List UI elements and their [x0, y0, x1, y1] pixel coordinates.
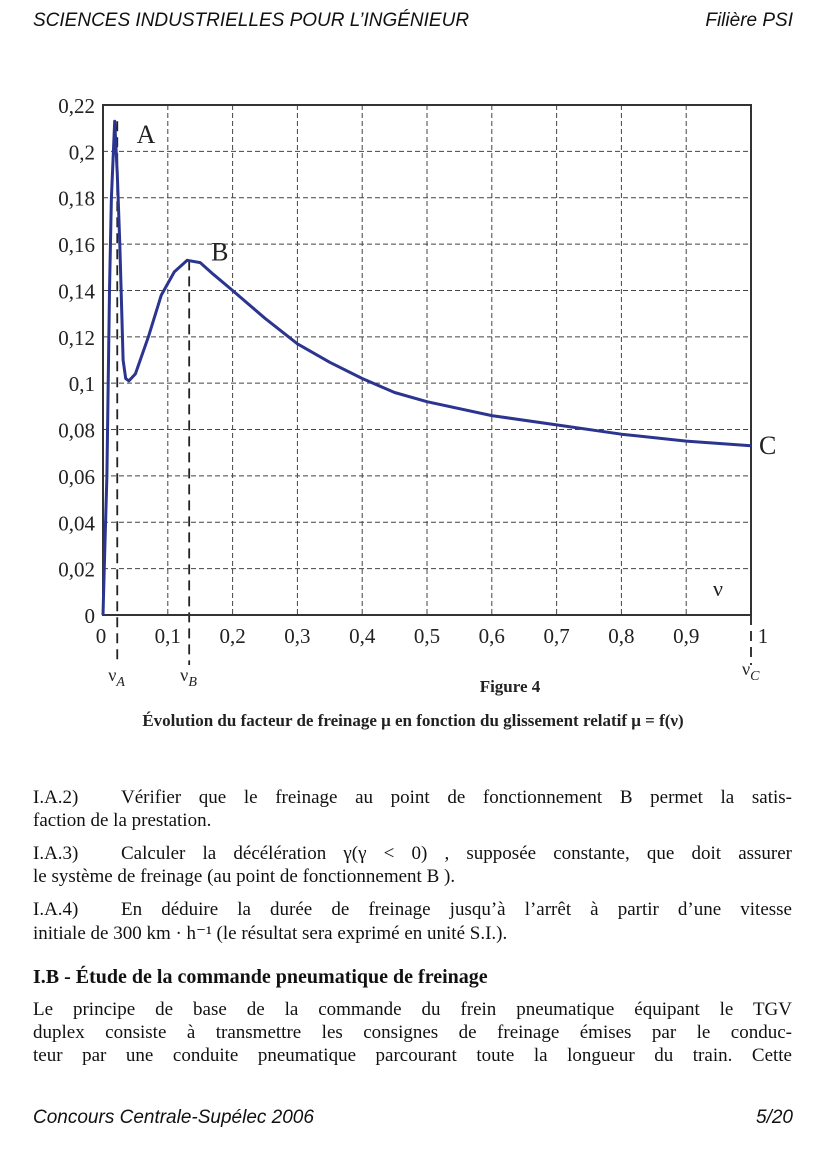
mu-curve: [101, 119, 752, 616]
figure-label: Figure 4: [480, 677, 541, 696]
question-line: I.A.4) En déduire la durée de freinage ju…: [33, 899, 792, 921]
x-tick-label: 0,2: [219, 624, 245, 648]
header-right: Filière PSI: [705, 10, 793, 31]
question-number: I.A.4): [33, 899, 79, 920]
question-text: Vérifier que le freinage au point de fon…: [121, 787, 792, 808]
paragraph-line: Le principe de base de la commande du fr…: [33, 999, 792, 1020]
plot-frame: [102, 104, 752, 616]
y-tick-label: 0,12: [58, 326, 95, 350]
marker-label-c: νC: [742, 659, 760, 684]
question-line: I.A.3) Calculer la décélération γ(γ < 0) …: [33, 843, 792, 865]
header-left: SCIENCES INDUSTRIELLES POUR L’INGÉNIEUR: [33, 10, 470, 31]
question-line: I.A.2) Vérifier que le freinage au point …: [33, 787, 792, 809]
question-line: le système de freinage (au point de fonc…: [33, 866, 456, 887]
y-tick-label: 0,18: [58, 187, 95, 211]
x-tick-label: 0,5: [414, 624, 440, 648]
question-text: Calculer la décélération γ(γ < 0) , supp…: [121, 843, 792, 864]
paragraph-line: duplex consiste à transmettre les consig…: [33, 1022, 792, 1043]
figure-caption: Évolution du facteur de freinage μ en fo…: [142, 711, 683, 730]
question-number: I.A.2): [33, 787, 79, 808]
y-tick-label: 0,02: [58, 558, 95, 582]
question-line: faction de la prestation.: [33, 810, 212, 831]
marker-label-a: νA: [108, 665, 125, 690]
y-tick-label: 0,16: [58, 233, 95, 257]
footer-right: 5/20: [756, 1107, 793, 1128]
question-number: I.A.3): [33, 843, 79, 864]
point-label-c: C: [759, 431, 776, 460]
x-tick-label: 0,1: [155, 624, 181, 648]
x-tick-label: 0,4: [349, 624, 376, 648]
y-tick-label: 0,08: [58, 419, 95, 443]
y-tick-label: 0,1: [69, 372, 95, 396]
question-text: En déduire la durée de freinage jusqu’à …: [121, 899, 792, 920]
paragraph-line: teur par une conduite pneumatique parcou…: [33, 1045, 792, 1066]
marker-label-b: νB: [180, 665, 197, 690]
x-tick-label: 0,3: [284, 624, 310, 648]
x-tick-label: 0: [96, 624, 107, 648]
x-tick-label: 0,8: [608, 624, 634, 648]
x-tick-label: 0,6: [479, 624, 505, 648]
y-tick-label: 0: [85, 604, 96, 628]
x-tick-label: 0,9: [673, 624, 699, 648]
y-tick-label: 0,14: [58, 279, 95, 303]
section-title: I.B - Étude de la commande pneumatique d…: [33, 966, 488, 988]
x-axis-label: ν: [713, 576, 723, 601]
y-tick-label: 0,04: [58, 511, 95, 535]
x-tick-label: 1: [758, 624, 769, 648]
footer-left: Concours Centrale-Supélec 2006: [33, 1107, 314, 1128]
x-tick-label: 0,7: [543, 624, 569, 648]
y-tick-label: 0,06: [58, 465, 95, 489]
y-tick-label: 0,2: [69, 140, 95, 164]
point-label-b: B: [211, 237, 228, 266]
figure-4-chart: 0 0,1 0,2 0,3 0,4 0,5 0,6 0,7 0,8 0,9 1 0 0,02 0,04 0,…: [58, 94, 776, 730]
point-label-a: A: [137, 120, 156, 149]
y-tick-label: 0,22: [58, 94, 95, 118]
question-line: initiale de 300 km · h⁻¹ (le résultat se…: [33, 923, 508, 944]
